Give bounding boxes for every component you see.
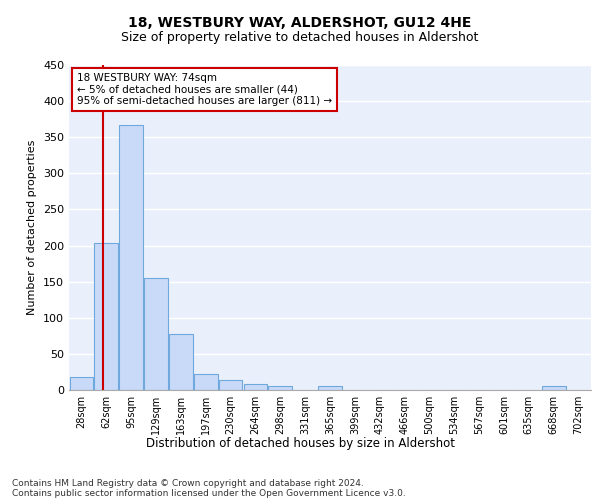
Text: 18, WESTBURY WAY, ALDERSHOT, GU12 4HE: 18, WESTBURY WAY, ALDERSHOT, GU12 4HE <box>128 16 472 30</box>
Bar <box>542 386 566 390</box>
Text: Contains HM Land Registry data © Crown copyright and database right 2024.: Contains HM Land Registry data © Crown c… <box>12 479 364 488</box>
Bar <box>94 244 118 390</box>
Bar <box>194 374 218 390</box>
Y-axis label: Number of detached properties: Number of detached properties <box>28 140 37 315</box>
Bar <box>318 386 342 390</box>
Bar <box>119 125 143 390</box>
Bar <box>169 334 193 390</box>
Bar <box>144 278 168 390</box>
Bar <box>268 386 292 390</box>
Text: Size of property relative to detached houses in Aldershot: Size of property relative to detached ho… <box>121 31 479 44</box>
Bar <box>70 377 93 390</box>
Text: Contains public sector information licensed under the Open Government Licence v3: Contains public sector information licen… <box>12 489 406 498</box>
Bar <box>244 384 267 390</box>
Text: Distribution of detached houses by size in Aldershot: Distribution of detached houses by size … <box>146 438 455 450</box>
Bar <box>219 380 242 390</box>
Text: 18 WESTBURY WAY: 74sqm
← 5% of detached houses are smaller (44)
95% of semi-deta: 18 WESTBURY WAY: 74sqm ← 5% of detached … <box>77 73 332 106</box>
